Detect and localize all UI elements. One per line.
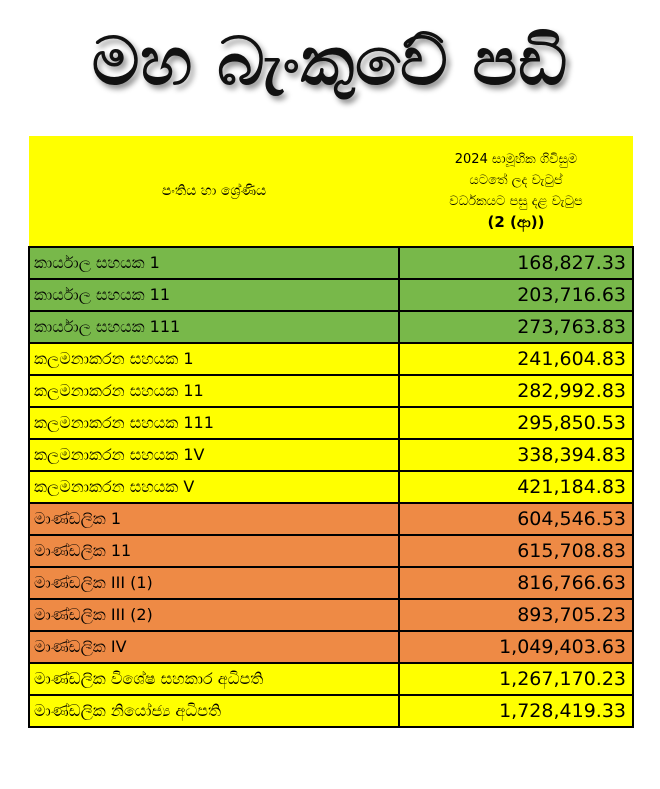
salary-rows: කාර්යාල සහයක 1 168,827.33 කාර්යාල සහයක 11 2… <box>28 246 634 728</box>
table-row: කාර්යාල සහයක 111 273,763.83 <box>28 310 634 344</box>
table-row: කලමනාකරන සහයක 11 282,992.83 <box>28 374 634 408</box>
rank-cell: මාණ්ඩලික IV <box>28 630 400 664</box>
rank-cell: කලමනාකරන සහයක V <box>28 470 400 504</box>
header-rank: පංතිය හා ශ්‍රේණිය <box>29 136 399 248</box>
table-header-row: පංතිය හා ශ්‍රේණිය 2024 සාමූහික ගිවිසුම ය… <box>29 136 633 248</box>
salary-cell: 241,604.83 <box>398 342 634 376</box>
rank-cell: කාර්යාල සහයක 111 <box>28 310 400 344</box>
rank-cell: කාර්යාල සහයක 11 <box>28 278 400 312</box>
salary-cell: 338,394.83 <box>398 438 634 472</box>
table-row: මාණ්ඩලික III (1) 816,766.63 <box>28 566 634 600</box>
table-row: මාණ්ඩලික 1 604,546.53 <box>28 502 634 536</box>
salary-cell: 1,728,419.33 <box>398 694 634 728</box>
rank-cell: මාණ්ඩලික නියෝජ්‍ය අධිපති <box>28 694 400 728</box>
rank-cell: කලමනාකරන සහයක 111 <box>28 406 400 440</box>
salary-cell: 615,708.83 <box>398 534 634 568</box>
salary-cell: 1,049,403.63 <box>398 630 634 664</box>
table-row: මාණ්ඩලික 11 615,708.83 <box>28 534 634 568</box>
rank-cell: මාණ්ඩලික 1 <box>28 502 400 536</box>
header-salary-line: වර්ධකයට පසු දළ වැටුප <box>449 193 583 209</box>
salary-cell: 1,267,170.23 <box>398 662 634 696</box>
header-salary-note: (2 (ආ)) <box>487 212 545 231</box>
salary-cell: 421,184.83 <box>398 470 634 504</box>
rank-cell: මාණ්ඩලික III (2) <box>28 598 400 632</box>
rank-cell: කාර්යාල සහයක 1 <box>28 246 400 280</box>
salary-cell: 604,546.53 <box>398 502 634 536</box>
salary-table: පංතිය හා ශ්‍රේණිය 2024 සාමූහික ගිවිසුම ය… <box>28 136 634 728</box>
salary-cell: 273,763.83 <box>398 310 634 344</box>
page-title: මහ බැංකුවේ පඩි <box>91 23 569 100</box>
rank-cell: මාණ්ඩලික III (1) <box>28 566 400 600</box>
salary-cell: 893,705.23 <box>398 598 634 632</box>
header-salary: 2024 සාමූහික ගිවිසුම යටතේ ලද වැටුප් වර්ධ… <box>399 136 633 248</box>
table-row: කාර්යාල සහයක 11 203,716.63 <box>28 278 634 312</box>
rank-cell: මාණ්ඩලික විශේෂ සහකාර අධිපති <box>28 662 400 696</box>
table-row: කලමනාකරන සහයක 111 295,850.53 <box>28 406 634 440</box>
rank-cell: කලමනාකරන සහයක 1V <box>28 438 400 472</box>
table-row: මාණ්ඩලික IV 1,049,403.63 <box>28 630 634 664</box>
salary-cell: 282,992.83 <box>398 374 634 408</box>
table-row: මාණ්ඩලික විශේෂ සහකාර අධිපති 1,267,170.23 <box>28 662 634 696</box>
table-row: කාර්යාල සහයක 1 168,827.33 <box>28 246 634 280</box>
salary-cell: 168,827.33 <box>398 246 634 280</box>
header-salary-line: යටතේ ලද වැටුප් <box>469 172 563 188</box>
table-row: කලමනාකරන සහයක 1 241,604.83 <box>28 342 634 376</box>
rank-cell: කලමනාකරන සහයක 1 <box>28 342 400 376</box>
table-row: මාණ්ඩලික III (2) 893,705.23 <box>28 598 634 632</box>
table-row: කලමනාකරන සහයක V 421,184.83 <box>28 470 634 504</box>
rank-cell: කලමනාකරන සහයක 11 <box>28 374 400 408</box>
table-row: මාණ්ඩලික නියෝජ්‍ය අධිපති 1,728,419.33 <box>28 694 634 728</box>
rank-cell: මාණ්ඩලික 11 <box>28 534 400 568</box>
salary-cell: 816,766.63 <box>398 566 634 600</box>
salary-cell: 203,716.63 <box>398 278 634 312</box>
header-salary-line: 2024 සාමූහික ගිවිසුම <box>454 151 578 167</box>
salary-cell: 295,850.53 <box>398 406 634 440</box>
table-row: කලමනාකරන සහයක 1V 338,394.83 <box>28 438 634 472</box>
